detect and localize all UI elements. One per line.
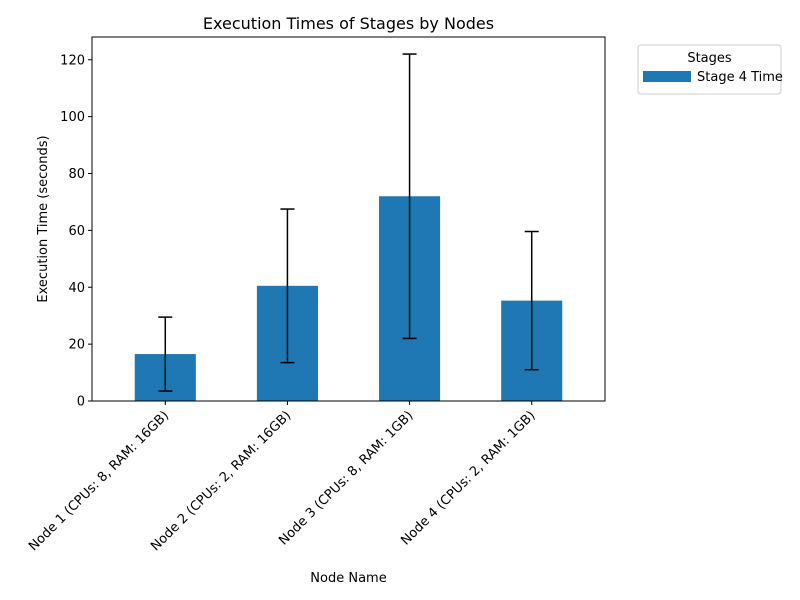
y-axis: 0 20 40 60 80 100 120 <box>60 53 92 410</box>
y-tick-label: 40 <box>68 281 85 296</box>
y-tick-label: 20 <box>68 338 85 353</box>
x-tick-label: Node 3 (CPUs: 8, RAM: 1GB) <box>276 408 416 548</box>
legend-swatch <box>643 71 691 82</box>
y-tick-label: 80 <box>68 167 85 182</box>
y-axis-label: Execution Time (seconds) <box>36 135 51 302</box>
x-tick-label: Node 4 (CPUs: 2, RAM: 1GB) <box>398 408 538 548</box>
y-tick-label: 100 <box>60 110 85 125</box>
x-axis: Node 1 (CPUs: 8, RAM: 16GB)Node 2 (CPUs:… <box>26 401 539 554</box>
x-tick-label: Node 2 (CPUs: 2, RAM: 16GB) <box>148 408 294 554</box>
errorbars-layer <box>158 53 539 392</box>
legend-label: Stage 4 Time <box>697 70 783 85</box>
x-axis-label: Node Name <box>310 571 386 586</box>
legend-title: Stages <box>687 51 732 66</box>
chart-title: Execution Times of Stages by Nodes <box>203 14 494 33</box>
y-tick-label: 0 <box>77 395 85 410</box>
legend: Stages Stage 4 Time <box>637 44 783 95</box>
x-tick-label: Node 1 (CPUs: 8, RAM: 16GB) <box>26 408 172 554</box>
y-tick-label: 120 <box>60 53 85 68</box>
y-tick-label: 60 <box>68 224 85 239</box>
bars-layer <box>134 196 563 401</box>
plot-frame <box>91 36 606 402</box>
